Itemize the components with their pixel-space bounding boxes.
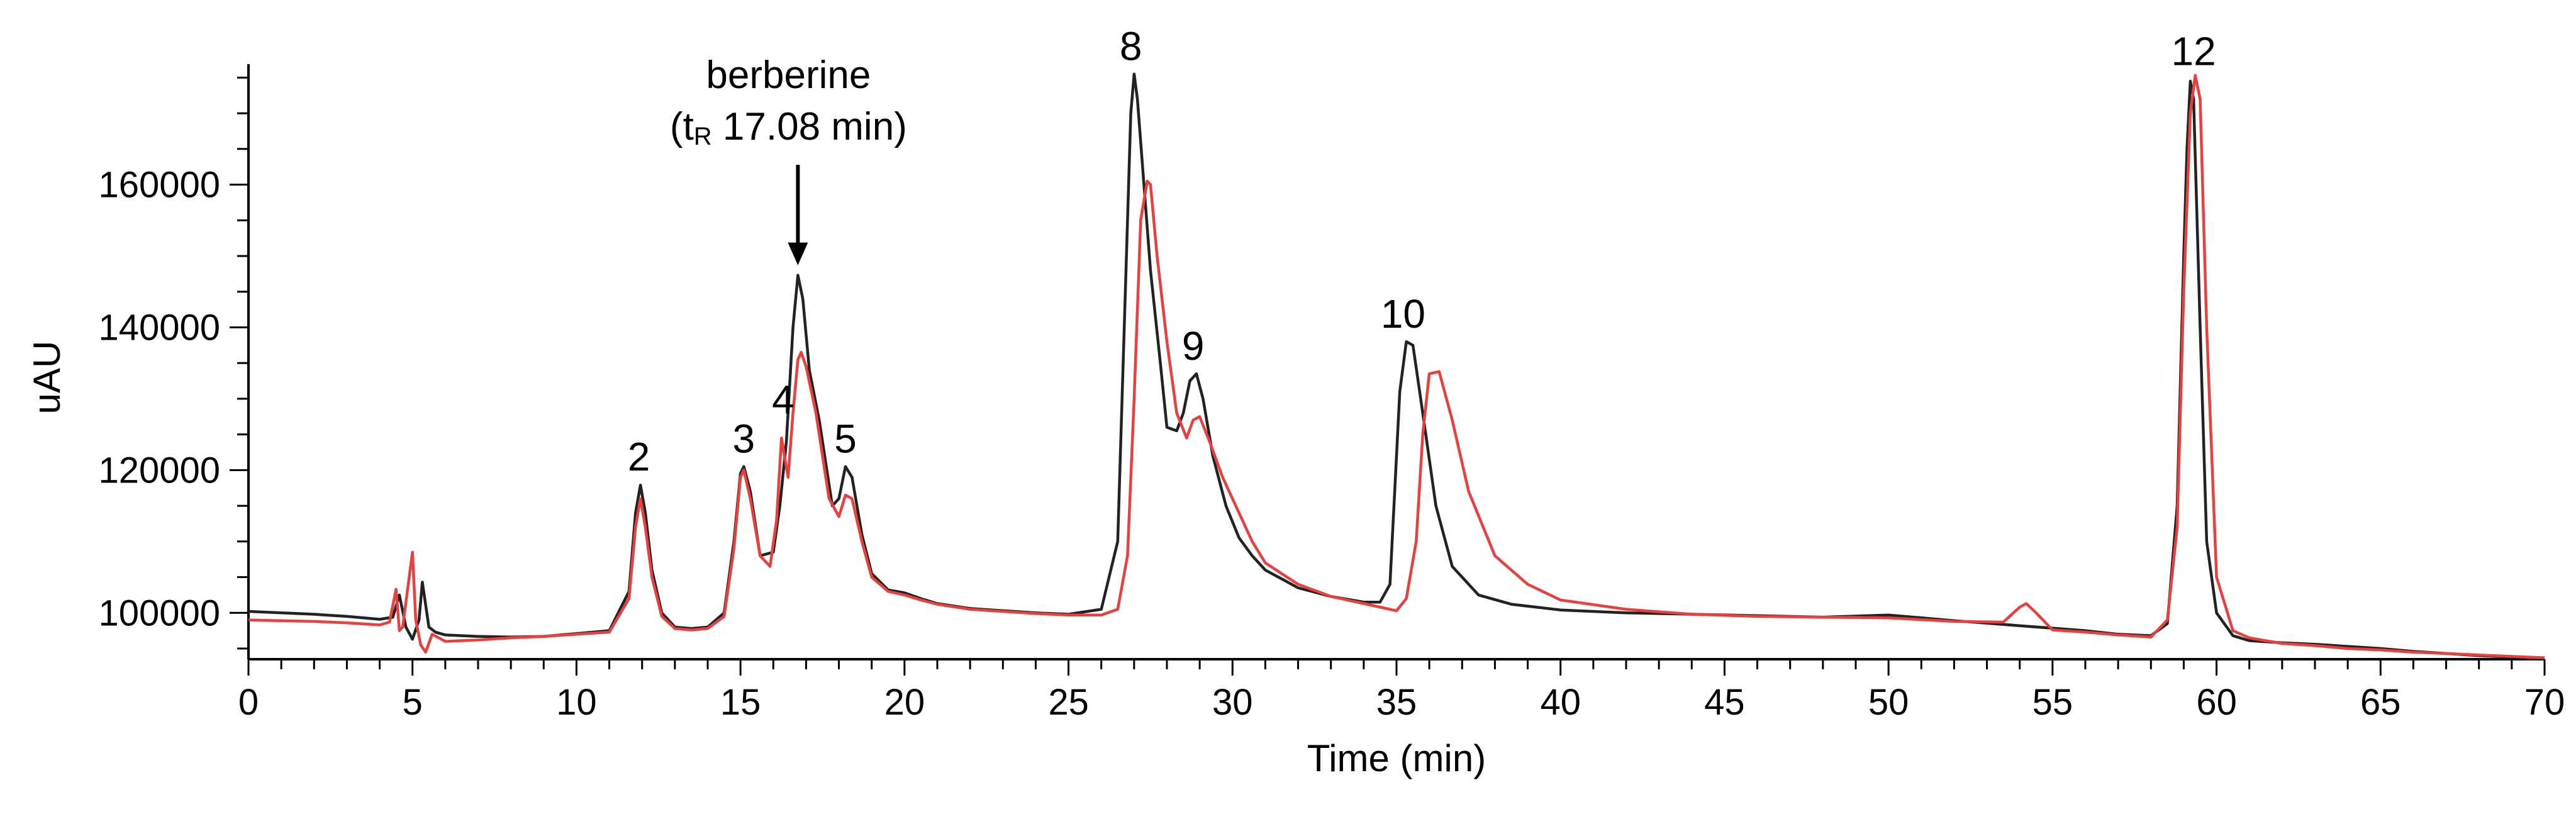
annotation-line1: berberine [706, 53, 871, 97]
axes: 0 5 10 15 20 25 30 35 40 45 50 55 60 65 70 10000012000… [98, 64, 2565, 723]
y-tick-label: 100000 [98, 593, 220, 633]
y-tick-label: 120000 [98, 450, 220, 491]
series-line-red-trace [248, 74, 2545, 659]
x-tick-label: 30 [1212, 682, 1253, 723]
annotation-line2-sub: R [694, 123, 712, 150]
x-tick-label: 50 [1868, 682, 1909, 723]
peak-label: 9 [1182, 323, 1205, 369]
berberine-annotation: berberine (tR 17.08 min) [670, 53, 907, 265]
peak-label: 8 [1120, 24, 1142, 69]
x-tick-label: 70 [2524, 682, 2565, 723]
x-tick-label: 40 [1540, 682, 1581, 723]
peak-label: 2 [628, 434, 650, 479]
x-tick-label: 60 [2196, 682, 2237, 723]
annotation-line2: (tR 17.08 min) [670, 105, 907, 150]
x-tick-label: 5 [403, 682, 423, 723]
annotation-line2-rest: 17.08 min) [712, 105, 907, 148]
annotation-arrow-head [788, 242, 808, 265]
x-tick-label: 55 [2032, 682, 2073, 723]
y-axis-ticks: 100000 120000 140000 160000 [98, 76, 248, 650]
x-axis-title: Time (min) [1307, 737, 1486, 779]
peak-label: 10 [1381, 291, 1425, 337]
x-tick-label: 15 [720, 682, 761, 723]
x-tick-label: 10 [556, 682, 597, 723]
x-tick-label: 25 [1048, 682, 1089, 723]
peak-label: 3 [733, 416, 756, 462]
x-tick-label: 65 [2360, 682, 2401, 723]
x-tick-label: 0 [238, 682, 259, 723]
x-tick-label: 35 [1376, 682, 1417, 723]
series-line-black-trace [248, 72, 2545, 659]
y-tick-label: 140000 [98, 307, 220, 348]
x-tick-label: 45 [1704, 682, 1745, 723]
peak-labels: 2 345 8 9 10 12 [628, 24, 2216, 479]
series-layer [248, 72, 2545, 659]
x-tick-label: 20 [884, 682, 925, 723]
annotation-line2-open: (t [670, 105, 694, 148]
x-axis-ticks: 0 5 10 15 20 25 30 35 40 45 50 55 60 65 70 [238, 659, 2565, 723]
y-tick-label: 160000 [98, 165, 220, 206]
peak-label: 4 [772, 377, 795, 422]
y-axis-title: uAU [26, 341, 68, 415]
peak-label: 5 [834, 416, 857, 462]
peak-label: 12 [2171, 29, 2216, 74]
